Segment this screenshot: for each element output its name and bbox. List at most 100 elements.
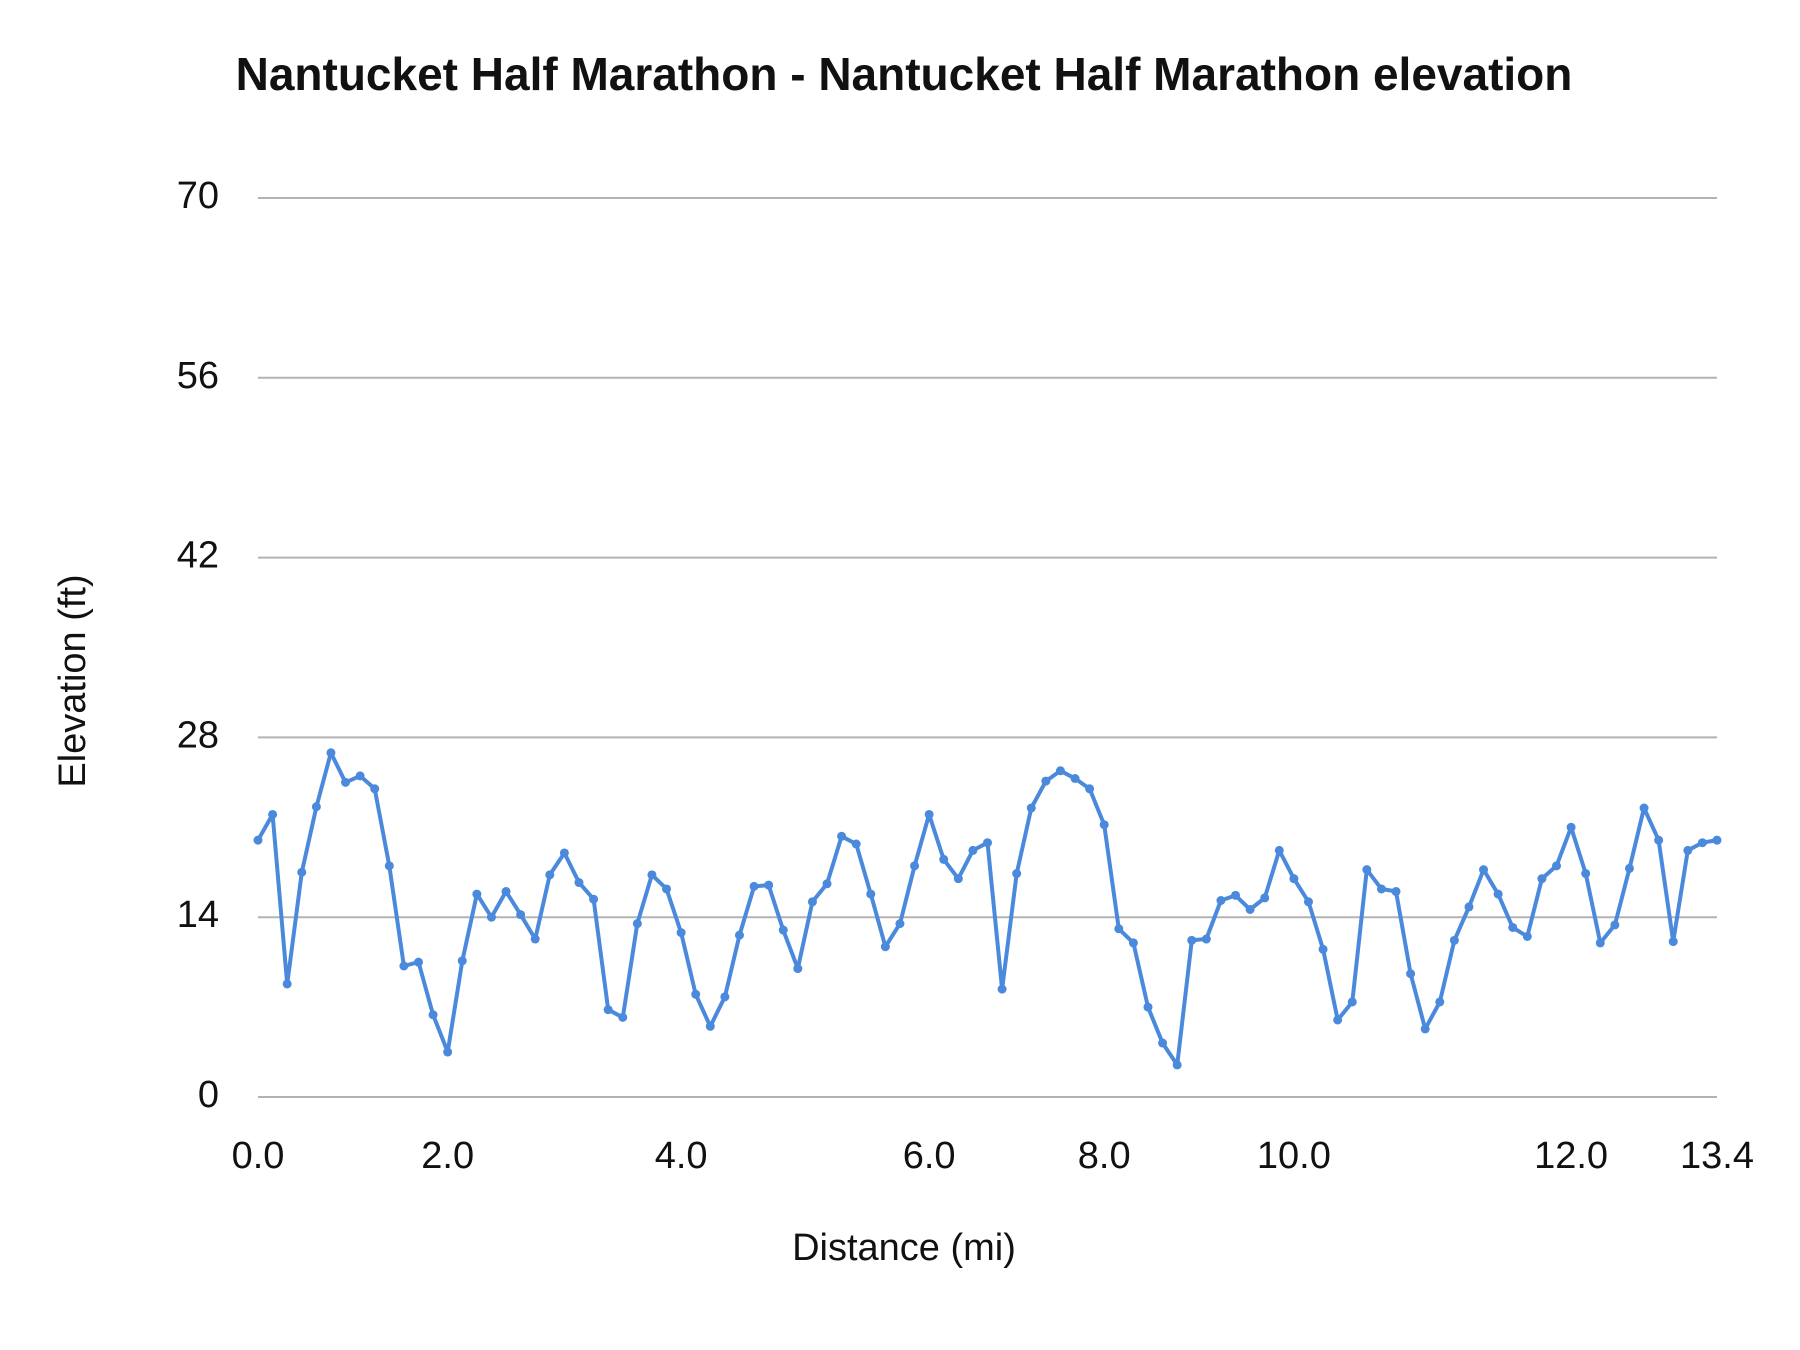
data-point (1376, 884, 1386, 894)
data-point (1406, 969, 1416, 979)
data-point (253, 835, 263, 845)
x-tick-label: 13.4 (1680, 1135, 1754, 1177)
data-point (1041, 776, 1051, 786)
y-tick-label: 0 (198, 1074, 219, 1116)
data-point (1289, 874, 1299, 884)
data-point (268, 809, 278, 819)
data-point (326, 748, 336, 758)
data-point (1158, 1038, 1168, 1048)
data-point (997, 984, 1007, 994)
data-point (1245, 904, 1255, 914)
data-point (1552, 861, 1562, 871)
x-tick-label: 8.0 (1078, 1135, 1131, 1177)
data-point (486, 912, 496, 922)
data-point (953, 874, 963, 884)
data-point (1537, 874, 1547, 884)
data-point (1260, 893, 1270, 903)
data-point (1420, 1024, 1430, 1034)
data-point (1581, 869, 1591, 879)
data-point (983, 838, 992, 848)
data-point (1522, 931, 1532, 941)
data-point (311, 802, 321, 812)
data-point (734, 930, 744, 940)
data-point (1347, 997, 1357, 1007)
data-point (866, 889, 876, 899)
data-point (589, 894, 599, 904)
data-point (1012, 869, 1022, 879)
data-point (1479, 865, 1489, 875)
elevation-line (256, 750, 1718, 1067)
data-point (1464, 902, 1474, 912)
data-point (1508, 922, 1518, 932)
data-point (1566, 822, 1576, 832)
data-point (618, 1012, 628, 1022)
data-point (822, 879, 832, 889)
data-point (355, 771, 365, 781)
data-point (662, 884, 672, 894)
data-point (705, 1021, 715, 1031)
x-tick-label: 10.0 (1257, 1135, 1331, 1177)
data-point (1085, 784, 1095, 794)
data-point (428, 1010, 438, 1020)
data-point (1697, 838, 1707, 848)
data-point (1654, 835, 1664, 845)
data-point (413, 957, 423, 967)
data-point (1333, 1015, 1343, 1025)
data-point (968, 845, 978, 855)
y-tick-label: 14 (177, 894, 219, 936)
data-point (603, 1005, 613, 1015)
data-point (516, 910, 526, 920)
data-point (341, 777, 351, 787)
data-point (851, 839, 861, 849)
data-point (1362, 865, 1372, 875)
data-point (880, 942, 890, 952)
data-point (749, 881, 759, 891)
chart-title: Nantucket Half Marathon - Nantucket Half… (236, 48, 1573, 100)
data-point (691, 989, 701, 999)
data-point (1099, 820, 1109, 830)
data-point (837, 831, 847, 841)
data-point (1493, 889, 1503, 899)
data-point (1055, 766, 1065, 776)
data-point (924, 809, 934, 819)
data-point (1303, 897, 1313, 907)
y-tick-label: 56 (177, 355, 219, 397)
data-point (501, 887, 511, 897)
data-point (399, 961, 409, 971)
data-point (1595, 938, 1605, 948)
data-point (472, 889, 482, 899)
data-point (1391, 887, 1401, 897)
data-point (807, 897, 817, 907)
data-point (676, 928, 686, 938)
data-point (1231, 890, 1241, 900)
data-point (632, 919, 642, 929)
data-point (1610, 920, 1620, 930)
y-axis-title: Elevation (ft) (52, 574, 94, 787)
data-point (895, 919, 905, 929)
data-point (793, 964, 803, 974)
data-point (1712, 835, 1722, 845)
x-axis-title: Distance (mi) (792, 1227, 1016, 1269)
data-point (559, 848, 569, 858)
data-point (1216, 896, 1226, 906)
data-point (1435, 997, 1445, 1007)
data-point (939, 854, 949, 864)
x-tick-label: 4.0 (655, 1135, 708, 1177)
data-point (1668, 937, 1678, 947)
data-point (1624, 863, 1634, 873)
data-point (384, 861, 394, 871)
data-point (297, 867, 307, 877)
data-point (1274, 845, 1284, 855)
data-point (1114, 924, 1124, 934)
data-point (574, 878, 584, 888)
x-tick-label: 0.0 (232, 1135, 285, 1177)
data-point (720, 992, 730, 1002)
data-point (1449, 935, 1459, 945)
data-point (1128, 938, 1138, 948)
data-point (764, 880, 774, 890)
data-point (1201, 934, 1211, 944)
y-tick-label: 42 (177, 535, 219, 577)
data-point (1318, 944, 1328, 954)
